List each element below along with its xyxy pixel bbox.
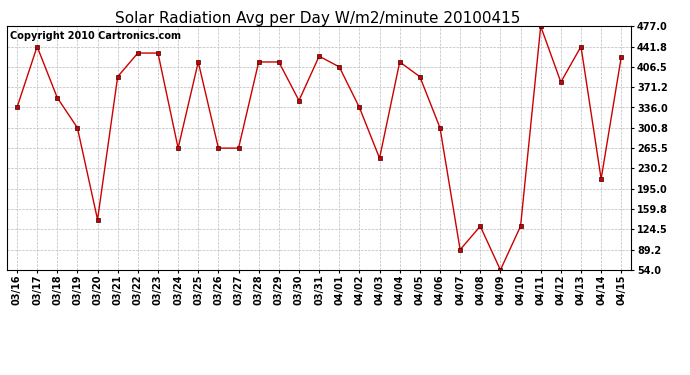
Text: Copyright 2010 Cartronics.com: Copyright 2010 Cartronics.com <box>10 31 181 41</box>
Text: Solar Radiation Avg per Day W/m2/minute 20100415: Solar Radiation Avg per Day W/m2/minute … <box>115 11 520 26</box>
